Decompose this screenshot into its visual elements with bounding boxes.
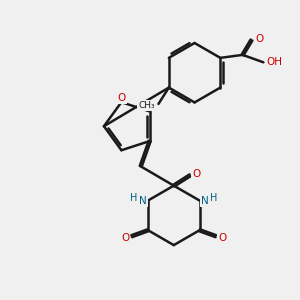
Text: OH: OH [267,57,283,67]
Text: CH₃: CH₃ [138,101,155,110]
Text: H: H [130,193,137,202]
Text: O: O [121,233,129,243]
Text: N: N [139,196,147,206]
Text: N: N [201,196,209,206]
Text: O: O [256,34,264,44]
Text: H: H [210,193,218,202]
Text: O: O [193,169,201,179]
Text: O: O [117,93,125,103]
Text: O: O [218,233,226,243]
